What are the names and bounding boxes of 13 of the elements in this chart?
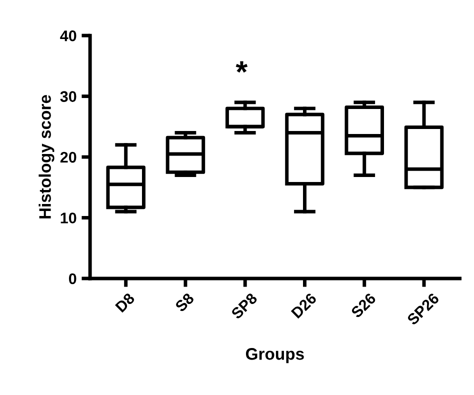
y-tick-label: 30 [60,91,76,102]
x-tick-label: SP8 [230,292,258,320]
y-tick-label: 40 [60,30,76,42]
y-tick-label: 10 [60,212,76,224]
x-tick-label: S26 [350,292,376,319]
y-tick-label: 0 [68,273,76,284]
x-axis-title: Groups [246,348,304,364]
y-axis-title: Histology score [38,95,54,218]
y-tick-label: 20 [60,152,76,163]
annotation: * [236,61,248,73]
x-tick-label: S8 [174,292,195,313]
x-tick-label: D26 [290,292,318,319]
x-tick-label: D8 [114,292,136,313]
